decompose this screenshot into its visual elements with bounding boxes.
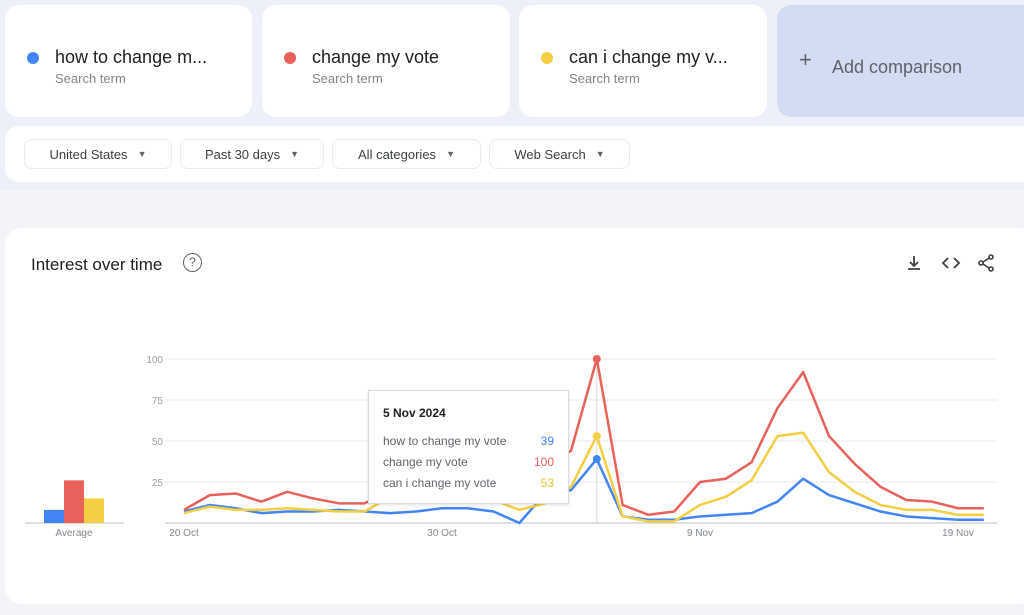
dropdown-value: All categories <box>358 146 437 162</box>
series-line <box>183 357 984 517</box>
chart-tooltip: 5 Nov 2024 how to change my vote 39 chang… <box>368 390 569 504</box>
time-range-dropdown[interactable]: Past 30 days ▼ <box>180 139 324 169</box>
tooltip-value: 39 <box>540 434 554 448</box>
filter-bar: United States ▼ Past 30 days ▼ All categor… <box>5 126 1024 182</box>
help-icon[interactable]: ? <box>183 253 202 272</box>
series-color-dot <box>541 52 553 64</box>
series-color-dot <box>284 52 296 64</box>
series-color-dot <box>27 52 39 64</box>
tooltip-row: change my vote 100 <box>383 455 554 469</box>
highlight-point <box>592 355 601 363</box>
category-dropdown[interactable]: All categories ▼ <box>332 139 481 169</box>
region-dropdown[interactable]: United States ▼ <box>24 139 172 169</box>
term-label[interactable]: how to change m... <box>55 47 208 67</box>
term-card-3[interactable]: can i change my v... Search term <box>519 5 767 117</box>
term-type: Search term <box>569 71 640 86</box>
tooltip-value: 53 <box>540 476 554 490</box>
caret-down-icon: ▼ <box>137 149 147 159</box>
tooltip-series-name: can i change my vote <box>383 476 497 490</box>
series-line <box>183 457 984 525</box>
x-tick-label: 9 Nov <box>687 528 713 539</box>
add-comparison-label: Add comparison <box>832 57 963 77</box>
panel-title: Interest over time <box>31 255 163 274</box>
average-bar <box>64 480 84 523</box>
average-label: Average <box>55 528 93 539</box>
series-line <box>183 431 984 523</box>
y-tick-label: 100 <box>146 355 163 366</box>
highlight-point <box>592 432 601 441</box>
term-type: Search term <box>312 71 383 86</box>
caret-down-icon: ▼ <box>595 149 605 159</box>
caret-down-icon: ▼ <box>290 149 300 159</box>
tooltip-row: can i change my vote 53 <box>383 476 554 490</box>
download-icon[interactable] <box>905 254 923 277</box>
y-tick-label: 50 <box>152 437 164 448</box>
term-card-1[interactable]: how to change m... Search term <box>5 5 252 117</box>
dropdown-value: United States <box>49 146 128 162</box>
tooltip-series-name: how to change my vote <box>383 434 507 448</box>
tooltip-series-name: change my vote <box>383 455 468 469</box>
caret-down-icon: ▼ <box>446 149 455 159</box>
y-tick-label: 25 <box>152 478 164 489</box>
x-tick-label: 30 Oct <box>427 528 457 539</box>
average-bar <box>84 498 104 523</box>
plus-icon: + <box>799 47 812 72</box>
term-type: Search term <box>55 71 126 86</box>
add-comparison-button[interactable]: + Add comparison <box>777 5 1024 117</box>
tooltip-value: 100 <box>533 455 554 469</box>
search-type-dropdown[interactable]: Web Search ▼ <box>489 139 630 169</box>
dropdown-value: Web Search <box>514 146 586 162</box>
term-label[interactable]: can i change my v... <box>569 47 728 67</box>
tooltip-row: how to change my vote 39 <box>383 434 554 448</box>
x-tick-label: 20 Oct <box>169 528 199 539</box>
share-icon[interactable] <box>977 254 995 277</box>
tooltip-date: 5 Nov 2024 <box>383 406 446 420</box>
y-tick-label: 75 <box>152 396 164 407</box>
x-tick-label: 19 Nov <box>942 528 974 539</box>
term-card-2[interactable]: change my vote Search term <box>262 5 510 117</box>
average-bar <box>44 509 64 523</box>
highlight-point <box>592 455 601 464</box>
dropdown-value: Past 30 days <box>204 146 281 162</box>
embed-icon[interactable] <box>941 254 961 277</box>
term-label[interactable]: change my vote <box>312 47 440 67</box>
